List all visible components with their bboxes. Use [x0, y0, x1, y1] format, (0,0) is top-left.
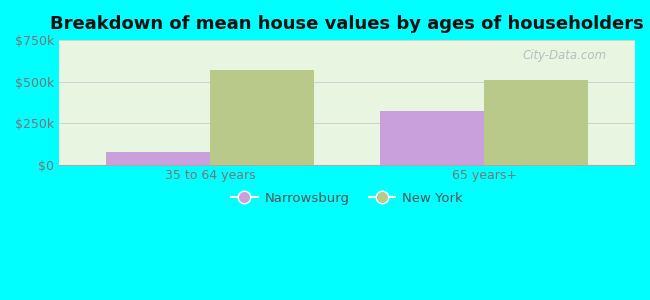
- Bar: [106, 152, 210, 165]
- Legend: Narrowsburg, New York: Narrowsburg, New York: [226, 187, 468, 210]
- Text: City-Data.com: City-Data.com: [522, 49, 606, 62]
- Title: Breakdown of mean house values by ages of householders: Breakdown of mean house values by ages o…: [50, 15, 644, 33]
- Bar: [484, 80, 588, 165]
- Bar: [380, 111, 484, 165]
- Bar: [210, 70, 314, 165]
